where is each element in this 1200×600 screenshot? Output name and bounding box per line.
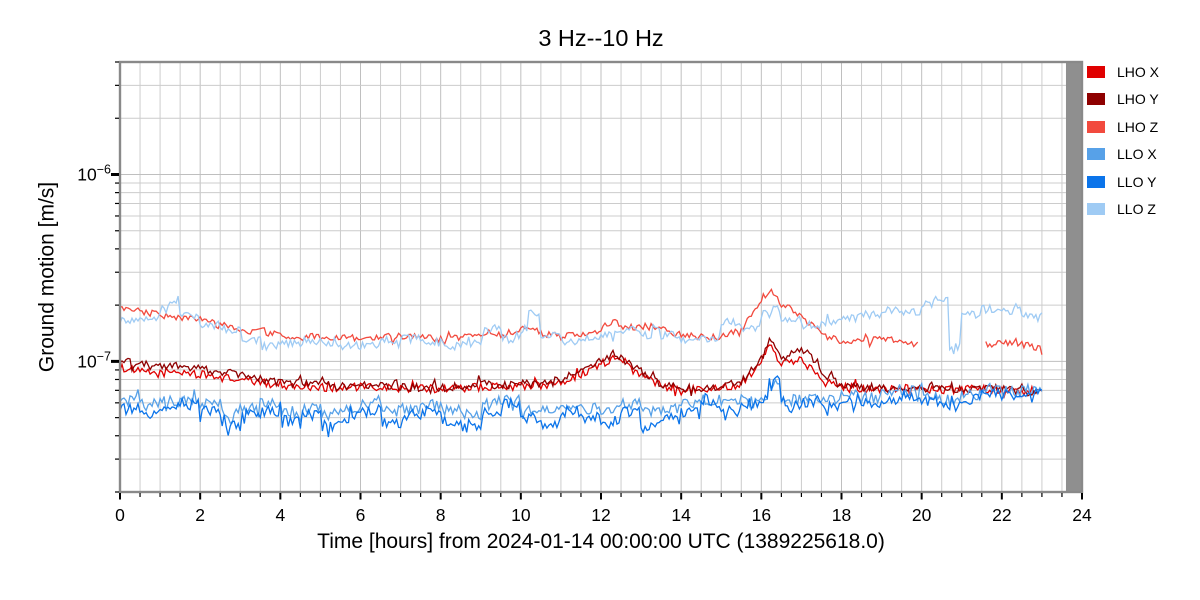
series-group xyxy=(120,288,1043,438)
legend-label: LLO X xyxy=(1117,146,1157,163)
legend-label: LHO Z xyxy=(1117,118,1159,135)
x-tick-label: 16 xyxy=(752,505,771,525)
y-tick-label: 10−7 xyxy=(77,349,111,371)
x-axis-label: Time [hours] from 2024-01-14 00:00:00 UT… xyxy=(317,530,885,553)
series-lho-z xyxy=(120,288,919,349)
x-tick-label: 8 xyxy=(436,505,446,525)
x-tick-label: 18 xyxy=(832,505,851,525)
grid xyxy=(120,62,1082,492)
series-llo-z xyxy=(120,295,1043,355)
x-tick-label: 10 xyxy=(511,505,531,525)
legend-item-lho-y: LHO Y xyxy=(1087,86,1159,114)
legend-swatch xyxy=(1087,65,1105,78)
legend-swatch xyxy=(1087,120,1105,133)
legend-swatch xyxy=(1087,148,1105,161)
plot-border xyxy=(118,60,1084,494)
legend-item-llo-x: LLO X xyxy=(1087,141,1157,169)
legend-label: LHO X xyxy=(1117,63,1160,80)
no-data-region xyxy=(1065,62,1082,492)
y-axis: 10−6 10−7 xyxy=(77,61,119,493)
chart-title: 3 Hz--10 Hz xyxy=(538,25,664,51)
x-tick-label: 14 xyxy=(671,505,691,525)
series-llo-y xyxy=(120,375,1043,438)
x-axis: 0 2 4 6 8 10 12 14 16 18 20 22 24 xyxy=(115,493,1092,525)
legend-swatch xyxy=(1087,175,1105,188)
series-lho-y xyxy=(120,336,1043,397)
x-tick-label: 24 xyxy=(1072,505,1092,525)
legend-item-llo-z: LLO Z xyxy=(1087,196,1156,224)
legend-item-llo-y: LLO Y xyxy=(1087,168,1156,196)
legend-item-lho-z: LHO Z xyxy=(1087,113,1158,141)
series-lho-z xyxy=(985,336,1043,355)
series-llo-x xyxy=(120,378,1043,424)
x-tick-label: 6 xyxy=(356,505,366,525)
x-tick-label: 2 xyxy=(195,505,205,525)
y-tick-label: 10−6 xyxy=(77,163,111,185)
x-tick-label: 12 xyxy=(591,505,610,525)
legend-label: LLO Y xyxy=(1117,173,1157,190)
legend-swatch xyxy=(1087,203,1105,216)
x-tick-label: 20 xyxy=(912,505,932,525)
x-tick-label: 4 xyxy=(275,505,285,525)
legend-swatch xyxy=(1087,93,1105,106)
legend-item-lho-x: LHO X xyxy=(1087,58,1159,86)
legend-label: LHO Y xyxy=(1117,91,1159,108)
x-tick-label: 0 xyxy=(115,505,125,525)
x-tick-label: 22 xyxy=(992,505,1011,525)
legend-label: LLO Z xyxy=(1117,201,1156,218)
